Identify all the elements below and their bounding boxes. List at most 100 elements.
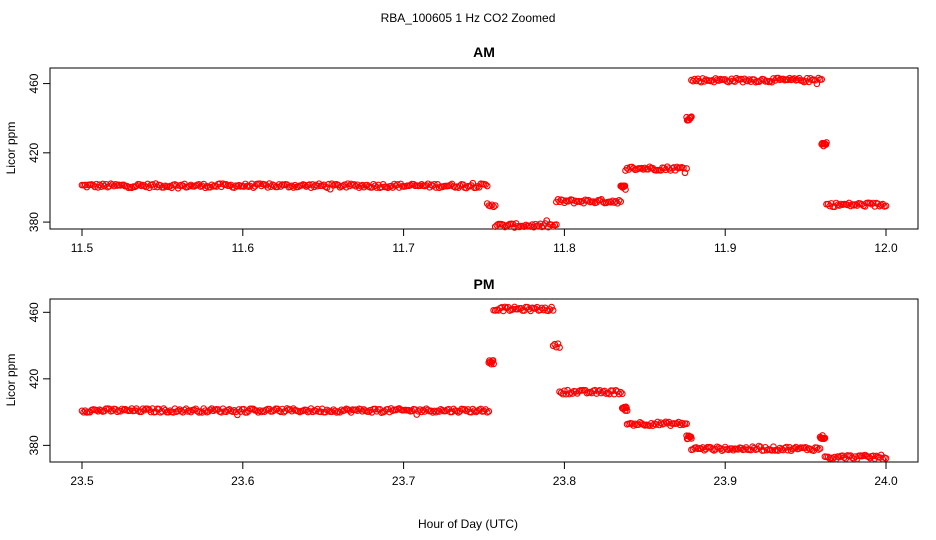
data-point bbox=[350, 181, 358, 188]
data-point bbox=[535, 222, 543, 229]
data-point bbox=[673, 163, 681, 171]
data-point bbox=[485, 408, 493, 415]
x-tick-label: 12.0 bbox=[874, 241, 898, 255]
data-point bbox=[784, 76, 792, 84]
data-point bbox=[323, 184, 331, 191]
data-point bbox=[657, 419, 665, 427]
data-point bbox=[612, 198, 620, 205]
data-point bbox=[607, 198, 615, 206]
data-point bbox=[520, 223, 528, 231]
panel-am-title: AM bbox=[473, 44, 495, 60]
data-point bbox=[310, 183, 318, 191]
data-point bbox=[390, 180, 398, 188]
data-point bbox=[109, 181, 116, 189]
data-point bbox=[490, 360, 498, 368]
data-point bbox=[630, 164, 637, 172]
data-point bbox=[301, 181, 308, 189]
data-point bbox=[471, 407, 478, 415]
x-tick-label: 23.5 bbox=[70, 474, 94, 488]
y-tick-label: 420 bbox=[27, 142, 41, 162]
data-point bbox=[646, 163, 653, 171]
panel-am: AM Licor ppm 11.5 11.6 11.7 11.8 11.9 12.0 380… bbox=[4, 44, 919, 255]
data-point bbox=[120, 181, 127, 189]
data-point bbox=[341, 406, 349, 414]
data-point bbox=[153, 183, 161, 191]
data-point bbox=[549, 223, 557, 230]
x-tick-label: 11.7 bbox=[392, 241, 415, 255]
x-tick-label: 11.8 bbox=[553, 241, 576, 255]
x-tick-label: 24.0 bbox=[874, 474, 898, 488]
panel-am-points bbox=[78, 74, 890, 231]
data-point bbox=[328, 180, 336, 188]
data-point bbox=[794, 76, 801, 83]
data-point bbox=[662, 418, 670, 426]
data-point bbox=[187, 181, 195, 189]
data-point bbox=[869, 199, 877, 207]
data-point bbox=[133, 182, 140, 190]
data-point bbox=[482, 181, 489, 188]
data-point bbox=[609, 387, 616, 395]
y-tick-label: 460 bbox=[27, 302, 41, 322]
data-point bbox=[683, 165, 690, 172]
data-point bbox=[792, 443, 800, 451]
panel-pm-ticks: 23.5 23.6 23.7 23.8 23.9 24.0 380 420 460 bbox=[27, 302, 898, 488]
data-point bbox=[418, 408, 425, 416]
data-point bbox=[270, 406, 278, 414]
data-point bbox=[882, 202, 890, 210]
data-point bbox=[548, 221, 555, 229]
data-point bbox=[879, 455, 887, 463]
data-point bbox=[491, 202, 499, 209]
data-point bbox=[181, 406, 188, 414]
data-point bbox=[488, 201, 496, 209]
data-point bbox=[229, 408, 236, 416]
data-point bbox=[109, 407, 116, 415]
data-point bbox=[688, 435, 695, 442]
data-point bbox=[628, 420, 636, 427]
data-point bbox=[548, 303, 555, 311]
data-point bbox=[770, 75, 777, 82]
data-point bbox=[864, 453, 872, 461]
data-point bbox=[618, 390, 626, 398]
data-point bbox=[312, 407, 320, 415]
data-point bbox=[866, 199, 874, 207]
data-point bbox=[816, 445, 824, 452]
data-point bbox=[206, 406, 214, 414]
data-point bbox=[565, 390, 573, 398]
data-point bbox=[741, 445, 748, 453]
data-point bbox=[733, 74, 740, 82]
panel-pm-title: PM bbox=[474, 276, 495, 292]
data-point bbox=[818, 76, 826, 83]
data-point bbox=[729, 446, 737, 454]
data-point bbox=[141, 406, 148, 414]
data-point bbox=[432, 184, 440, 191]
data-point bbox=[623, 407, 631, 415]
data-point bbox=[638, 164, 645, 172]
data-point bbox=[774, 74, 782, 82]
figure-title: RBA_100605 1 Hz CO2 Zoomed bbox=[381, 11, 556, 25]
panel-pm-ylabel: Licor ppm bbox=[4, 354, 18, 407]
data-point bbox=[416, 182, 424, 190]
data-point bbox=[101, 182, 108, 190]
data-point bbox=[803, 446, 811, 454]
data-point bbox=[726, 77, 734, 85]
data-point bbox=[312, 181, 320, 189]
data-point bbox=[617, 388, 625, 396]
data-point bbox=[419, 406, 427, 414]
data-point bbox=[113, 408, 121, 416]
data-point bbox=[525, 305, 533, 313]
data-point bbox=[489, 357, 497, 364]
data-point bbox=[218, 408, 225, 416]
data-point bbox=[354, 407, 361, 414]
panel-pm: PM Licor ppm 23.5 23.6 23.7 23.8 23.9 24.0 380… bbox=[4, 276, 919, 488]
data-point bbox=[639, 166, 647, 173]
data-point bbox=[649, 422, 657, 430]
data-point bbox=[487, 202, 494, 210]
data-point bbox=[288, 182, 296, 190]
data-point bbox=[490, 203, 498, 211]
data-point bbox=[267, 183, 275, 190]
data-point bbox=[222, 181, 230, 188]
data-point bbox=[532, 220, 539, 228]
data-point bbox=[621, 182, 629, 190]
data-point bbox=[201, 407, 209, 415]
data-point bbox=[165, 408, 172, 416]
